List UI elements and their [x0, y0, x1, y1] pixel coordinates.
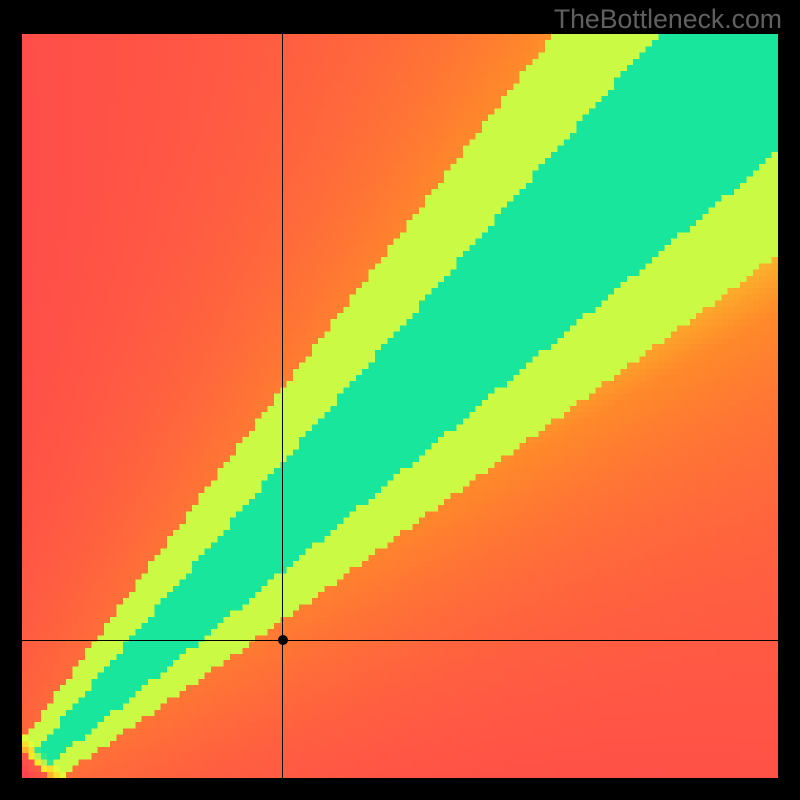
crosshair-marker-dot [278, 635, 288, 645]
plot-area [22, 34, 778, 778]
watermark-label: TheBottleneck.com [554, 4, 782, 35]
chart-container: TheBottleneck.com [0, 0, 800, 800]
crosshair-horizontal [22, 640, 778, 641]
bottleneck-heatmap [22, 34, 778, 778]
crosshair-vertical [282, 34, 283, 778]
